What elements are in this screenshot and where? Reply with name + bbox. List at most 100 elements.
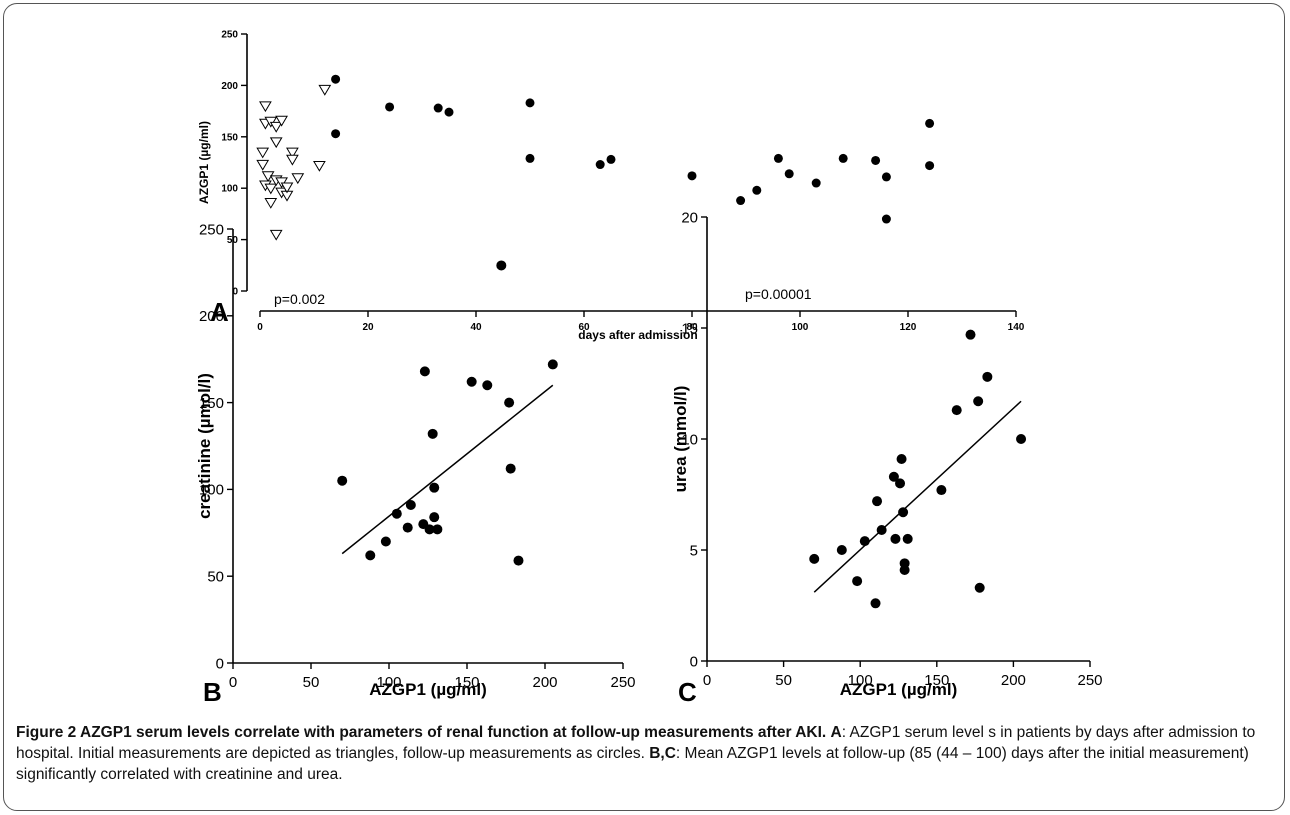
panel-b-regression-line xyxy=(341,384,554,555)
panel-a-point-initial xyxy=(269,121,283,133)
panel-c-x-tick-label: 150 xyxy=(924,672,949,689)
panel-b-y-tick-label: 150 xyxy=(199,395,224,412)
panel-b-point xyxy=(402,522,413,533)
panel-a-point-followup xyxy=(687,171,697,181)
panel-b-x-tick-label: 200 xyxy=(532,674,557,691)
panel-c-y-tick-label: 5 xyxy=(690,542,698,559)
panel-c-point xyxy=(859,536,870,547)
panel-a-point-initial xyxy=(291,173,305,185)
panel-a-point-followup xyxy=(525,98,535,108)
panel-a-x-tick-label: 140 xyxy=(1008,322,1025,333)
panel-a-point-followup xyxy=(773,153,783,163)
panel-b-point xyxy=(405,500,416,511)
panel-c-point xyxy=(902,533,913,544)
panel-a-y-tick-label: 100 xyxy=(221,184,238,195)
panel-b-label: B xyxy=(203,677,222,707)
panel-a-point-followup xyxy=(925,161,935,171)
panel-a-point-initial xyxy=(269,229,283,241)
panel-a-point-followup xyxy=(838,153,848,163)
panel-c-y-tick-label: 15 xyxy=(681,320,698,337)
caption-a-text: : AZGP1 serum level s in patients by day… xyxy=(16,724,1256,762)
panel-a-point-followup xyxy=(784,169,794,179)
panel-b-point xyxy=(419,366,430,377)
panel-c-p-value: p=0.00001 xyxy=(745,286,812,302)
panel-a-point-initial xyxy=(318,84,332,96)
panel-a-y-axis-label: AZGP1 (µg/ml) xyxy=(197,121,211,204)
panel-a-y-tick-label: 0 xyxy=(232,287,238,298)
panel-a-label: A xyxy=(210,297,229,327)
panel-a-x-tick-label: 0 xyxy=(257,322,263,333)
panel-c-point xyxy=(895,478,906,489)
panel-a-x-tick-label: 20 xyxy=(362,322,374,333)
panel-b-x-tick-label: 0 xyxy=(229,674,237,691)
panel-c-x-tick-label: 0 xyxy=(703,672,711,689)
panel-c-point xyxy=(809,553,820,564)
panel-b-point xyxy=(432,524,443,535)
panel-b-point xyxy=(337,475,348,486)
panel-b-point xyxy=(504,397,515,408)
panel-b-point xyxy=(513,555,524,566)
panel-b-point xyxy=(466,376,477,387)
panel-c-point xyxy=(951,405,962,416)
panel-b-point xyxy=(427,428,438,439)
panel-a-point-initial xyxy=(256,147,270,159)
panel-c-label: C xyxy=(678,677,697,707)
panel-a-point-initial xyxy=(313,160,326,172)
panel-b-y-tick-label: 0 xyxy=(216,655,224,672)
panel-c-point xyxy=(896,453,907,464)
panel-c-y-axis-label: urea (mmol/l) xyxy=(671,386,690,493)
panel-c-x-tick-label: 50 xyxy=(775,672,792,689)
panel-b-point xyxy=(365,550,376,561)
panel-a-point-followup xyxy=(871,155,881,165)
panel-a-point-initial xyxy=(264,197,278,209)
panel-c-x-tick-label: 100 xyxy=(848,672,873,689)
panel-b-y-tick-label: 100 xyxy=(199,482,224,499)
panel-b-point xyxy=(429,512,440,523)
panel-a-point-followup xyxy=(595,160,605,170)
panel-a-point-followup xyxy=(925,118,935,128)
panel-b-point xyxy=(547,359,558,370)
panel-a-point-followup xyxy=(881,214,891,224)
panel-a-point-followup xyxy=(811,178,821,188)
panel-c-point xyxy=(876,525,887,536)
panel-a-point-initial xyxy=(286,154,299,166)
panel-a-x-tick-label: 40 xyxy=(470,322,482,333)
panel-c-point xyxy=(852,576,863,587)
panel-b-y-axis-label: creatinine (µmol/l) xyxy=(195,373,214,519)
panel-c-point xyxy=(836,545,847,555)
panel-a-point-initial xyxy=(275,115,288,127)
figure-caption: Figure 2 AZGP1 serum levels correlate wi… xyxy=(16,722,1278,785)
panel-c-point xyxy=(899,558,910,569)
panel-a-point-followup xyxy=(525,153,535,163)
panel-a-y-tick-label: 200 xyxy=(221,81,238,92)
panel-a-x-tick-label: 100 xyxy=(792,322,809,333)
caption-title: Figure 2 AZGP1 serum levels correlate wi… xyxy=(16,724,827,741)
panel-c-point xyxy=(974,582,985,593)
panel-a-point-initial xyxy=(269,137,283,149)
panel-c-point xyxy=(888,471,899,482)
panel-c-x-tick-label: 250 xyxy=(1077,672,1102,689)
panel-a-x-tick-label: 60 xyxy=(578,322,590,333)
panel-b-point xyxy=(505,463,516,474)
panel-b-point xyxy=(391,508,402,519)
panel-c-point xyxy=(898,507,909,518)
panel-a-point-initial xyxy=(286,147,299,159)
panel-a-x-axis-label: days after admission xyxy=(578,328,697,342)
panel-a-point-followup xyxy=(881,172,891,182)
panel-a-point-initial xyxy=(256,159,270,171)
panel-b-point xyxy=(482,380,493,391)
panel-a-point-initial xyxy=(264,183,278,195)
panel-c-point xyxy=(965,329,976,340)
panel-b-point xyxy=(496,260,507,271)
panel-a-point-followup xyxy=(331,129,341,139)
panel-a-point-followup xyxy=(736,196,746,206)
panel-b-x-tick-label: 100 xyxy=(376,674,401,691)
panel-b-y-tick-label: 250 xyxy=(199,221,224,238)
panel-a-y-tick-label: 150 xyxy=(221,132,238,143)
panel-c-point xyxy=(890,533,901,544)
panel-b-point xyxy=(380,536,391,547)
caption-bc-label: B,C xyxy=(649,745,676,762)
panel-c-y-tick-label: 0 xyxy=(690,653,698,670)
panel-c-x-tick-label: 200 xyxy=(1001,672,1026,689)
